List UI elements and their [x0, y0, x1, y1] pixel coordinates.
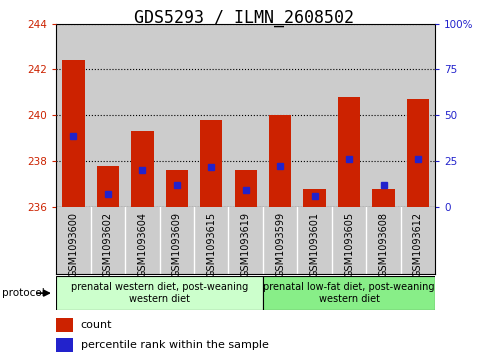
Bar — [165, 170, 187, 207]
Text: GSM1093609: GSM1093609 — [171, 212, 182, 277]
Bar — [56, 318, 73, 332]
Bar — [56, 276, 263, 310]
Bar — [263, 276, 434, 310]
Bar — [406, 99, 428, 207]
Text: GSM1093615: GSM1093615 — [206, 212, 216, 277]
Bar — [268, 115, 291, 207]
Bar — [234, 170, 256, 207]
Bar — [366, 24, 400, 207]
Text: GSM1093600: GSM1093600 — [68, 212, 78, 277]
Text: percentile rank within the sample: percentile rank within the sample — [81, 340, 268, 350]
Bar — [97, 166, 119, 207]
Text: prenatal low-fat diet, post-weaning
western diet: prenatal low-fat diet, post-weaning west… — [263, 282, 434, 304]
Text: GSM1093605: GSM1093605 — [344, 212, 353, 277]
Bar — [56, 338, 73, 352]
Text: GDS5293 / ILMN_2608502: GDS5293 / ILMN_2608502 — [134, 9, 354, 27]
Bar — [194, 24, 228, 207]
Bar — [331, 24, 366, 207]
Text: prenatal western diet, post-weaning
western diet: prenatal western diet, post-weaning west… — [71, 282, 248, 304]
Text: GSM1093619: GSM1093619 — [240, 212, 250, 277]
Bar — [90, 24, 125, 207]
Bar — [400, 24, 434, 207]
Bar — [62, 60, 84, 207]
Bar — [228, 24, 263, 207]
Text: GSM1093599: GSM1093599 — [275, 212, 285, 277]
Bar — [371, 188, 394, 207]
Bar — [56, 24, 90, 207]
Bar — [131, 131, 153, 207]
Bar — [263, 24, 297, 207]
Bar — [200, 120, 222, 207]
Bar — [159, 24, 194, 207]
Bar — [337, 97, 360, 207]
Bar — [297, 24, 331, 207]
Bar — [125, 24, 159, 207]
Text: GSM1093608: GSM1093608 — [378, 212, 388, 277]
Text: GSM1093604: GSM1093604 — [137, 212, 147, 277]
Text: protocol: protocol — [2, 288, 45, 298]
Text: GSM1093612: GSM1093612 — [412, 212, 422, 277]
Text: count: count — [81, 320, 112, 330]
Text: GSM1093601: GSM1093601 — [309, 212, 319, 277]
Bar — [303, 188, 325, 207]
Text: GSM1093602: GSM1093602 — [102, 212, 113, 277]
